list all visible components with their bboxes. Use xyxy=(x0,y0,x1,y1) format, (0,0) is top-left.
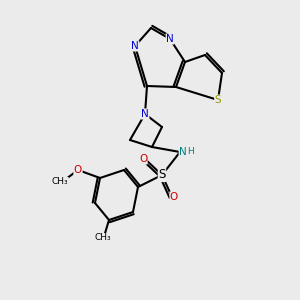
Text: O: O xyxy=(74,165,82,175)
Text: H: H xyxy=(187,148,194,157)
Text: O: O xyxy=(139,154,147,164)
Text: CH₃: CH₃ xyxy=(52,178,68,187)
Text: N: N xyxy=(166,34,174,44)
Text: CH₃: CH₃ xyxy=(95,233,111,242)
Text: S: S xyxy=(215,95,221,105)
Text: O: O xyxy=(170,192,178,202)
Text: S: S xyxy=(158,169,166,182)
Text: N: N xyxy=(141,109,149,119)
Text: N: N xyxy=(179,147,187,157)
Text: N: N xyxy=(131,41,139,51)
